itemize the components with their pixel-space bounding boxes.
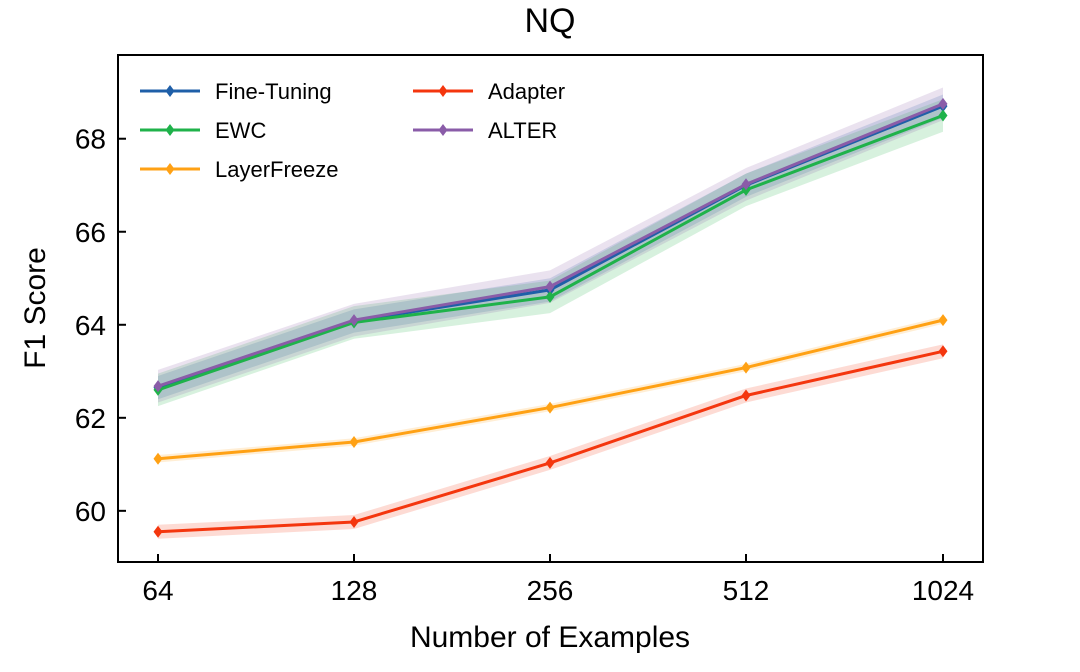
data-point-layerfreeze (349, 435, 359, 448)
data-point-alter (741, 178, 751, 191)
data-point-adapter (545, 456, 555, 469)
band-ewc (158, 99, 943, 407)
legend-item-alter: ALTER (413, 118, 557, 143)
data-point-ewc (938, 109, 948, 122)
y-tick-label: 66 (75, 217, 106, 248)
chart-title: NQ (525, 2, 576, 40)
legend-marker (165, 124, 175, 136)
y-tick-label: 64 (75, 310, 106, 341)
y-axis: 60 62 64 66 68 (75, 124, 126, 527)
data-point-adapter (741, 389, 751, 402)
x-axis: 64 128 256 512 1024 (142, 554, 974, 606)
data-point-layerfreeze (153, 452, 163, 465)
x-tick-label: 1024 (912, 575, 974, 606)
legend-item-ewc: EWC (140, 118, 266, 143)
data-point-alter (938, 97, 948, 110)
data-point-alter (349, 314, 359, 327)
y-tick-label: 62 (75, 403, 106, 434)
x-tick-label: 512 (723, 575, 770, 606)
data-point-layerfreeze (741, 361, 751, 374)
legend-item-adapter: Adapter (413, 79, 565, 104)
legend-item-fine-tuning: Fine-Tuning (140, 79, 332, 104)
legend-label: LayerFreeze (215, 157, 339, 182)
legend-marker (165, 85, 175, 97)
x-tick-label: 64 (142, 575, 173, 606)
data-point-adapter (938, 345, 948, 358)
data-point-ewc (545, 290, 555, 303)
data-point-layerfreeze (938, 314, 948, 327)
legend-label: EWC (215, 118, 266, 143)
x-axis-title: Number of Examples (410, 621, 690, 654)
series-adapter (153, 345, 948, 538)
data-point-adapter (349, 515, 359, 528)
confidence-bands (158, 87, 943, 539)
y-axis-title: F1 Score (19, 247, 52, 369)
series-line-adapter (157, 349, 944, 534)
y-tick-label: 68 (75, 124, 106, 155)
series-layerfreeze (153, 314, 948, 465)
legend-marker (165, 163, 175, 175)
data-point-adapter (153, 525, 163, 538)
legend-label: ALTER (488, 118, 557, 143)
series-lines (153, 97, 948, 538)
legend-item-layerfreeze: LayerFreeze (140, 157, 339, 182)
series-alter (153, 97, 948, 393)
data-point-alter (545, 280, 555, 293)
legend-marker (438, 85, 448, 97)
legend-marker (438, 124, 448, 136)
y-tick-label: 60 (75, 496, 106, 527)
legend: Fine-Tuning EWC LayerFreeze Adapter ALTER (140, 79, 565, 182)
x-tick-label: 256 (527, 575, 574, 606)
legend-label: Adapter (488, 79, 565, 104)
data-point-layerfreeze (545, 401, 555, 414)
legend-label: Fine-Tuning (215, 79, 332, 104)
x-tick-label: 128 (331, 575, 378, 606)
band-adapter (158, 344, 943, 539)
data-point-alter (153, 380, 163, 393)
